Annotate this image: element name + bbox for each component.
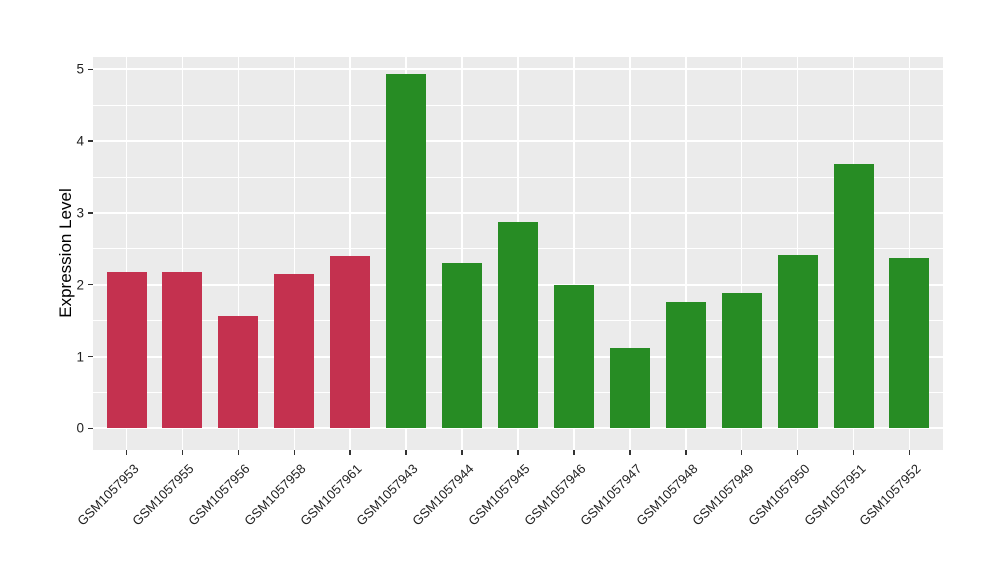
bar-GSM1057961: [330, 256, 371, 429]
bar-GSM1057949: [721, 293, 762, 429]
gridline-major-x: [740, 57, 743, 450]
bar-GSM1057956: [218, 315, 259, 429]
y-axis-tick: [88, 283, 93, 286]
bar-GSM1057953: [106, 271, 147, 429]
bar-GSM1057950: [777, 255, 818, 429]
x-axis-tick: [908, 450, 911, 455]
gridline-major-x: [629, 57, 631, 450]
y-tick-label: 1: [76, 349, 84, 365]
y-axis-tick: [88, 355, 93, 358]
x-axis-tick: [237, 450, 240, 455]
gridline-major-x: [349, 57, 351, 450]
x-axis-tick: [405, 450, 407, 455]
gridline-major-x: [237, 57, 240, 450]
x-axis-tick: [796, 450, 799, 455]
x-axis-tick: [573, 450, 575, 455]
bar-GSM1057946: [553, 284, 594, 429]
y-tick-label: 0: [76, 420, 84, 436]
gridline-major-x: [796, 57, 799, 450]
bar-GSM1057943: [386, 74, 427, 429]
x-axis-tick: [461, 450, 463, 455]
x-axis-tick: [740, 450, 743, 455]
y-tick-label: 3: [76, 205, 84, 221]
gridline-major-x: [181, 57, 184, 450]
y-tick-label: 2: [76, 277, 84, 293]
x-axis-tick: [685, 450, 687, 455]
x-axis-tick: [517, 450, 519, 455]
bar-GSM1057958: [274, 273, 315, 429]
bar-GSM1057951: [833, 164, 874, 429]
y-axis-tick: [88, 212, 93, 214]
bar-GSM1057944: [442, 263, 483, 429]
x-axis-tick: [349, 450, 351, 455]
x-axis-tick: [852, 450, 855, 455]
bar-GSM1057948: [665, 301, 706, 429]
x-axis-tick: [181, 450, 184, 455]
gridline-major-x: [125, 57, 128, 450]
gridline-major-x: [293, 57, 296, 450]
y-tick-label: 5: [76, 61, 84, 77]
y-axis-tick: [88, 68, 93, 71]
x-axis-tick: [125, 450, 128, 455]
y-axis-tick: [88, 140, 93, 142]
x-axis-tick: [293, 450, 296, 455]
bar-GSM1057947: [609, 347, 650, 429]
x-axis-tick: [629, 450, 631, 455]
gridline-major-x: [461, 57, 463, 450]
bar-GSM1057955: [162, 271, 203, 429]
gridline-major-x: [685, 57, 687, 450]
y-axis-tick: [88, 427, 93, 430]
gridline-major-x: [908, 57, 911, 450]
y-tick-label: 4: [76, 133, 84, 149]
gridline-major-x: [573, 57, 575, 450]
bar-GSM1057952: [889, 258, 930, 429]
bar-GSM1057945: [498, 221, 538, 429]
plot-panel: [93, 57, 943, 450]
